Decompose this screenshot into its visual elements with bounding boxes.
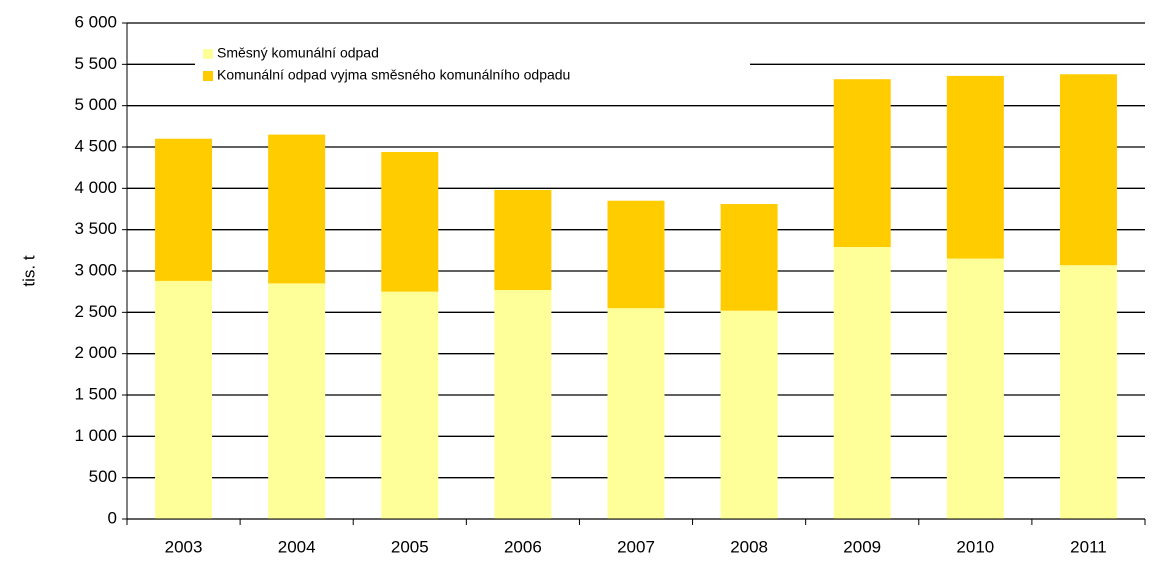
legend-box [195,42,750,90]
y-tick-label: 6 000 [74,12,117,31]
y-axis-label: tis. t [19,255,38,286]
y-tick-label: 1 000 [74,426,117,445]
bar-segment [1059,265,1117,519]
bar-segment [268,283,326,519]
bar-segment [381,291,439,519]
x-tick-label: 2009 [843,537,881,556]
bar-segment [494,189,552,291]
y-tick-label: 1 500 [74,384,117,403]
bar-segment [833,247,891,519]
legend-swatch [203,71,213,81]
y-tick-label: 3 000 [74,260,117,279]
bar-segment [607,200,665,309]
bar-segment [833,79,891,248]
bar-segment [946,258,1004,519]
x-tick-label: 2003 [165,537,203,556]
bar-segment [720,204,778,311]
x-tick-label: 2008 [730,537,768,556]
x-tick-label: 2004 [278,537,316,556]
x-tick-label: 2005 [391,537,429,556]
bar-segment [381,151,439,292]
y-tick-label: 2 000 [74,343,117,362]
bar-segment [155,138,213,281]
y-tick-label: 5 500 [74,54,117,73]
bar-segment [946,75,1004,259]
x-tick-label: 2011 [1070,537,1107,556]
y-tick-label: 4 500 [74,136,117,155]
legend-label: Směsný komunální odpad [217,45,379,61]
y-tick-label: 3 500 [74,219,117,238]
y-tick-label: 5 000 [74,95,117,114]
y-tick-label: 500 [89,467,117,486]
bar-segment [1059,74,1117,266]
bar-segment [720,310,778,519]
bar-segment [607,308,665,519]
y-tick-label: 4 000 [74,178,117,197]
legend-swatch [203,49,213,59]
bar-segment [494,290,552,519]
x-tick-label: 2006 [504,537,542,556]
legend-label: Komunální odpad vyjma směsného komunální… [217,67,570,83]
x-tick-label: 2010 [956,537,994,556]
y-tick-label: 2 500 [74,302,117,321]
bar-segment [155,280,213,519]
x-tick-label: 2007 [617,537,655,556]
y-tick-label: 0 [108,508,117,527]
bar-segment [268,134,326,284]
